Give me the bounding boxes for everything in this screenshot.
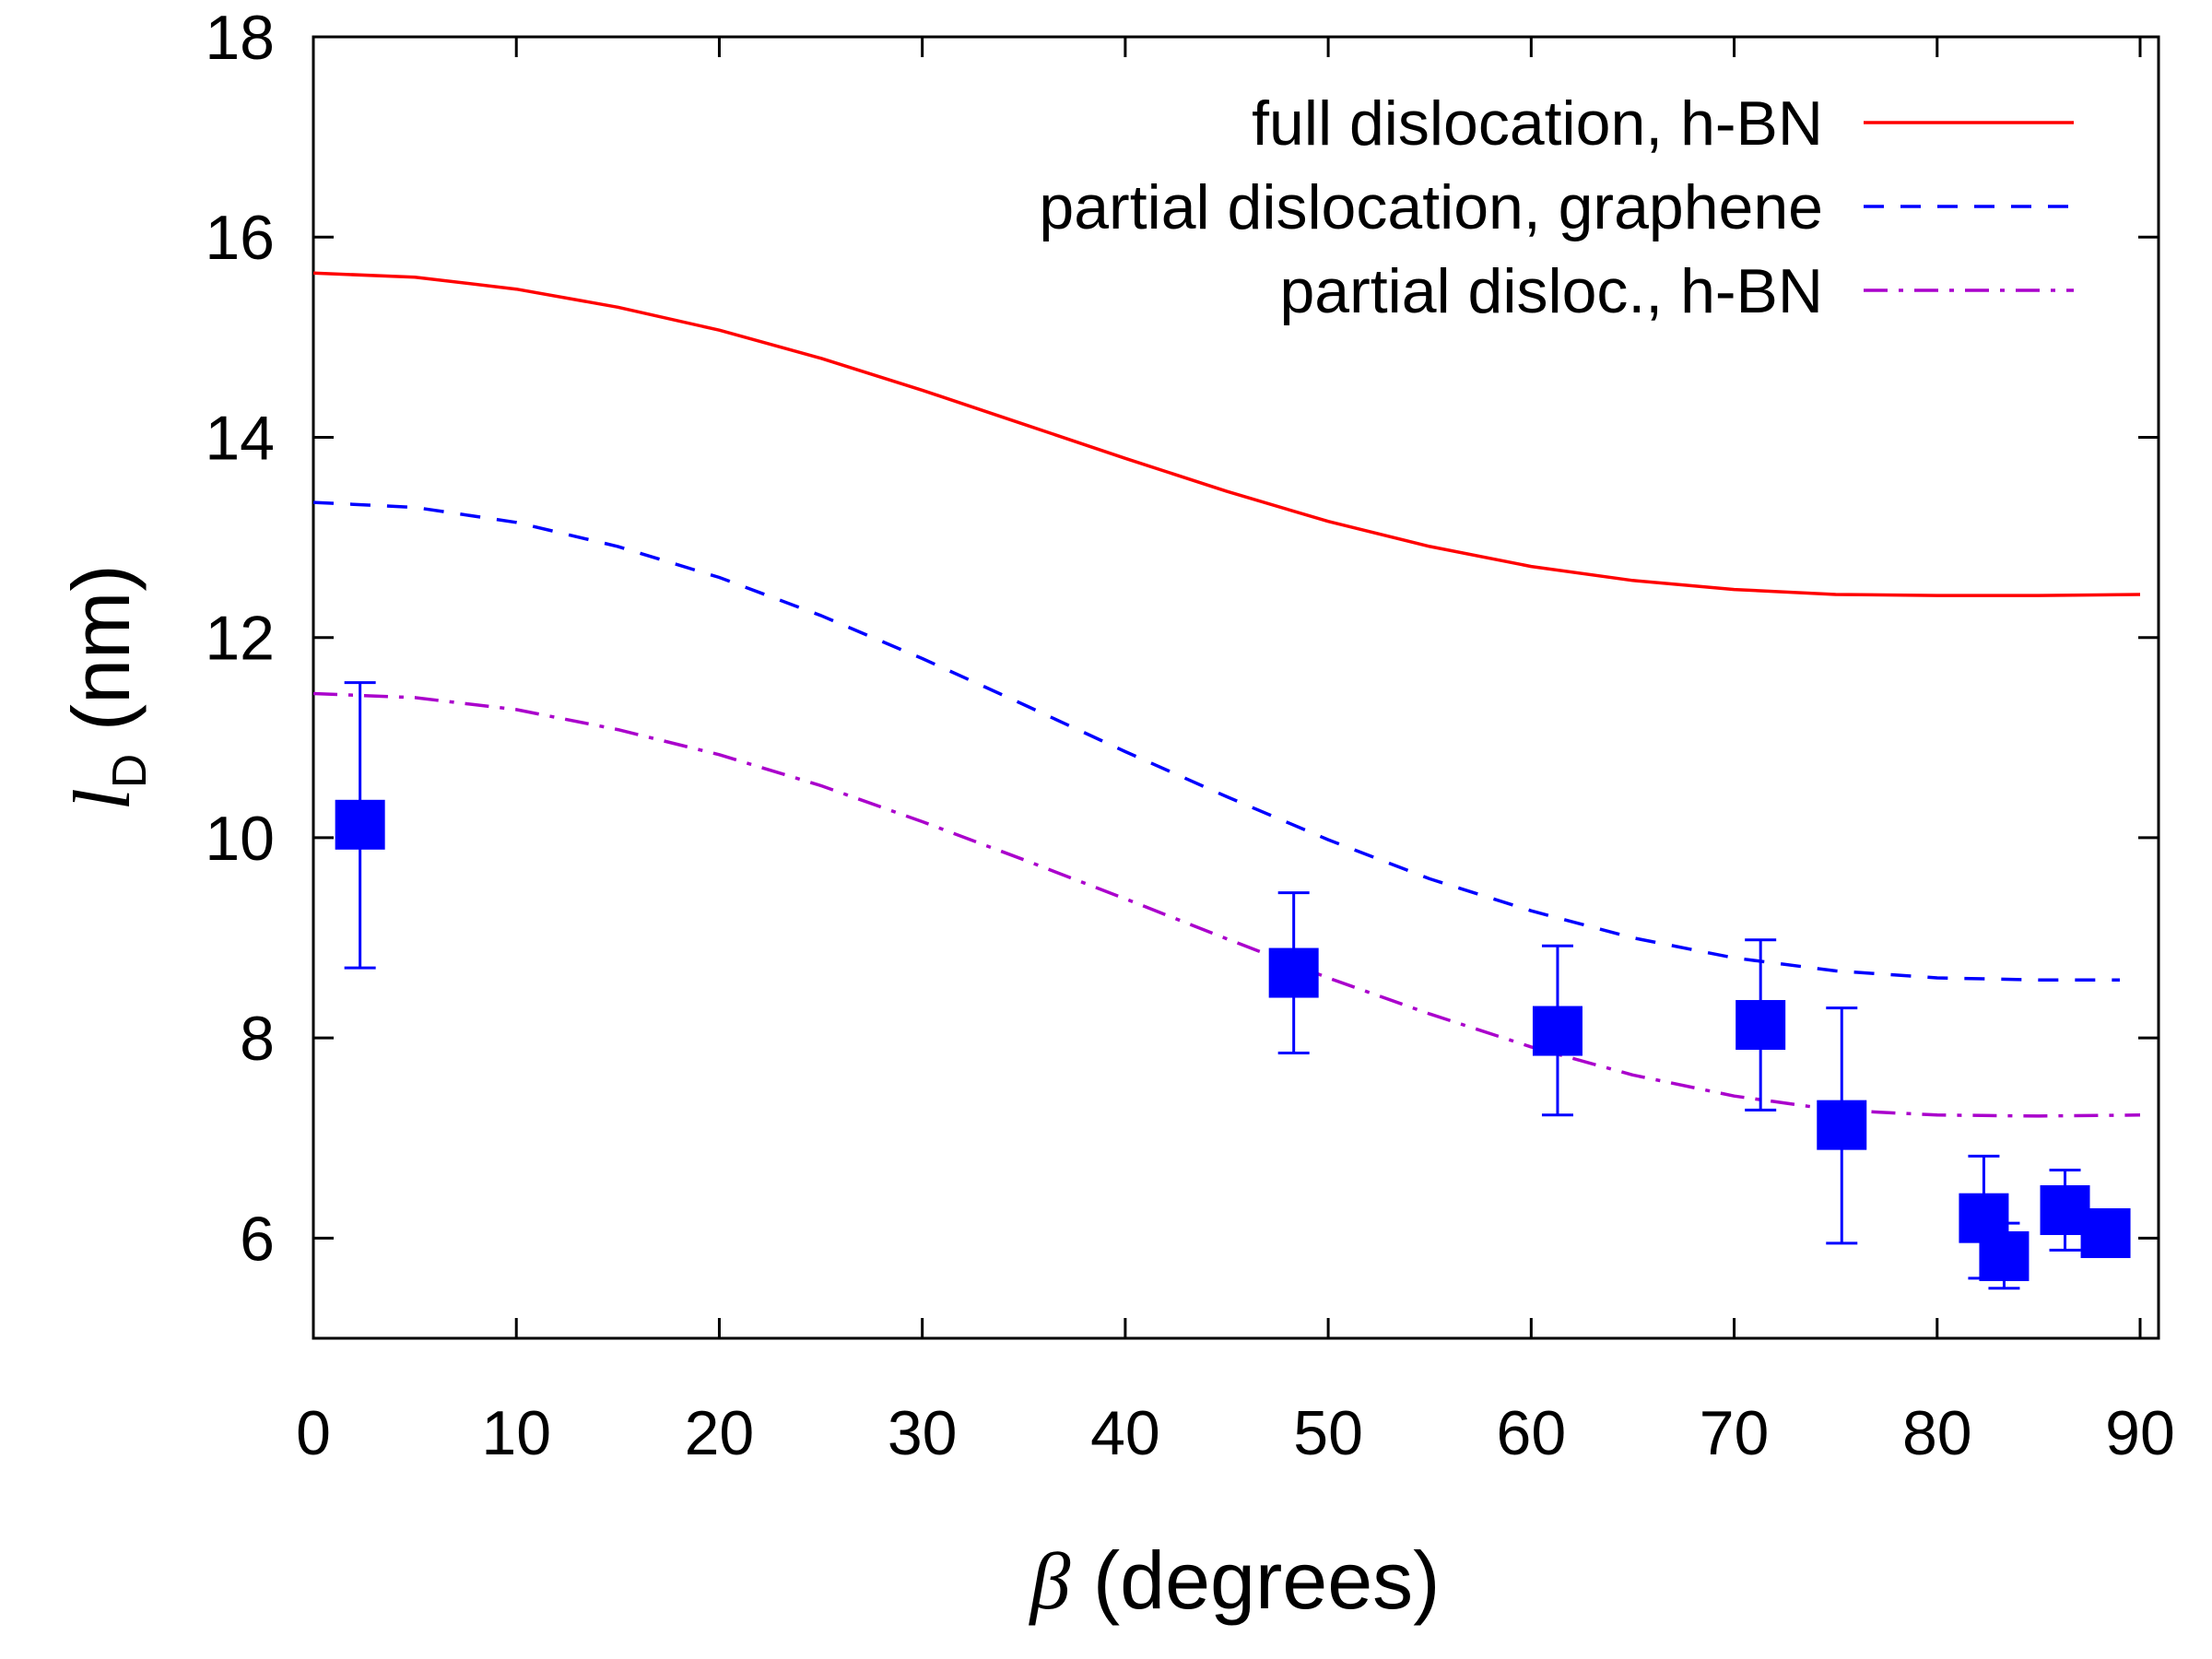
y-axis-label: lD (nm) [55,564,157,810]
x-axis-label: β (degrees) [1029,1535,1441,1627]
x-axis-symbol: β [1029,1537,1071,1627]
data-point [1817,1006,1867,1245]
y-axis-subscript: D [103,754,157,789]
legend-label: partial dislocation, graphene [1039,172,1823,242]
x-tick-label: 0 [296,1398,331,1468]
data-point [1268,891,1319,1054]
x-tick-label: 60 [1497,1398,1567,1468]
y-tick-label: 8 [240,1004,275,1074]
square-marker [335,799,385,850]
legend-entry: partial disloc., h-BN [1279,256,2074,326]
legend-entry: partial dislocation, graphene [1039,172,2074,242]
legend-entry: full dislocation, h-BN [1252,88,2074,159]
series-line [312,691,2141,1118]
legend: full dislocation, h-BN partial dislocatio… [1039,88,2074,326]
y-tick-label: 16 [205,203,275,273]
legend-label: partial disloc., h-BN [1279,256,1823,326]
measurement-points [335,681,2131,1290]
data-point [1735,938,1786,1112]
data-point [335,681,385,970]
series-line [312,500,2120,982]
y-tick-label: 14 [205,403,275,473]
x-tick-label: 20 [685,1398,755,1468]
x-tick-label: 90 [2105,1398,2175,1468]
x-tick-label: 30 [888,1398,958,1468]
x-tick-label: 80 [1902,1398,1972,1468]
y-axis-unit: (nm) [55,564,147,753]
x-axis-unit: (degrees) [1070,1535,1440,1626]
x-tick-label: 70 [1700,1398,1770,1468]
data-point [1979,1221,2030,1290]
x-axis-ticks: 0 10 20 30 40 50 60 70 80 90 [296,37,2175,1468]
square-marker [1817,1100,1867,1150]
series-line [312,271,2141,597]
legend-label: full dislocation, h-BN [1252,88,1823,159]
x-tick-label: 50 [1293,1398,1363,1468]
y-axis-symbol: l [58,788,147,810]
series-layer [312,271,2141,1118]
data-point [2080,1207,2131,1258]
plot-frame [312,35,2160,1340]
x-tick-label: 10 [481,1398,551,1468]
y-tick-label: 10 [205,804,275,874]
data-point [1532,944,1583,1117]
y-axis-ticks: 6 8 10 12 14 16 18 [205,3,2159,1274]
square-marker [1979,1230,2030,1281]
x-tick-label: 40 [1090,1398,1160,1468]
square-marker [1735,1000,1786,1051]
y-tick-label: 18 [205,3,275,73]
plot-area [312,35,2160,1340]
square-marker [1532,1006,1583,1056]
y-tick-label: 6 [240,1204,275,1274]
square-marker [2080,1207,2131,1258]
y-tick-label: 12 [205,604,275,674]
square-marker [1268,947,1319,998]
